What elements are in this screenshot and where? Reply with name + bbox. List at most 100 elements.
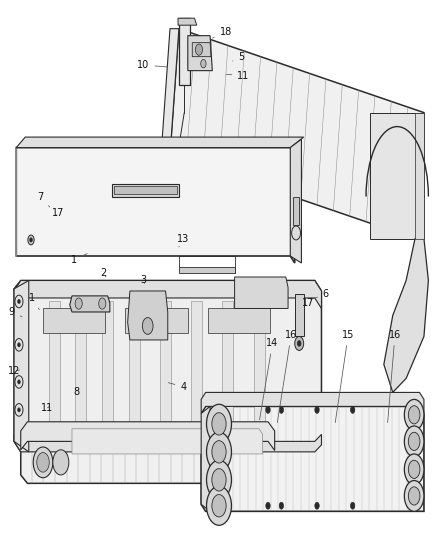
Text: 6: 6 xyxy=(311,289,329,300)
Circle shape xyxy=(18,343,20,347)
Polygon shape xyxy=(235,277,288,309)
Circle shape xyxy=(33,447,53,478)
Text: 4: 4 xyxy=(168,382,187,392)
Polygon shape xyxy=(14,280,29,452)
Circle shape xyxy=(212,495,226,517)
Text: 18: 18 xyxy=(212,27,232,38)
Polygon shape xyxy=(371,112,424,239)
Text: 11: 11 xyxy=(226,70,250,80)
Polygon shape xyxy=(415,112,424,239)
Text: 17: 17 xyxy=(302,298,314,308)
Text: 13: 13 xyxy=(177,233,190,247)
Polygon shape xyxy=(72,429,263,454)
Text: 3: 3 xyxy=(140,276,146,286)
Circle shape xyxy=(37,453,49,472)
Circle shape xyxy=(408,406,420,424)
Circle shape xyxy=(408,461,420,479)
Circle shape xyxy=(404,454,424,484)
Polygon shape xyxy=(293,197,299,224)
Circle shape xyxy=(295,336,304,350)
Polygon shape xyxy=(208,309,270,333)
Text: 16: 16 xyxy=(277,330,297,423)
Polygon shape xyxy=(21,422,275,450)
Circle shape xyxy=(142,318,153,334)
Text: 8: 8 xyxy=(74,387,79,398)
Polygon shape xyxy=(192,43,211,56)
Polygon shape xyxy=(201,406,424,511)
Text: 17: 17 xyxy=(53,208,65,217)
Polygon shape xyxy=(170,29,424,239)
Text: 1: 1 xyxy=(71,254,87,264)
Circle shape xyxy=(266,406,270,414)
Circle shape xyxy=(297,341,301,346)
Text: 11: 11 xyxy=(41,403,53,413)
Polygon shape xyxy=(188,36,212,71)
Polygon shape xyxy=(201,406,210,511)
Circle shape xyxy=(18,300,20,304)
Polygon shape xyxy=(191,302,202,438)
Polygon shape xyxy=(223,302,233,438)
Circle shape xyxy=(28,235,34,245)
Circle shape xyxy=(408,432,420,450)
Polygon shape xyxy=(295,294,304,336)
Circle shape xyxy=(30,238,32,242)
Polygon shape xyxy=(75,302,86,438)
Polygon shape xyxy=(21,441,275,483)
Polygon shape xyxy=(129,302,140,438)
Circle shape xyxy=(75,298,82,309)
Polygon shape xyxy=(254,302,265,438)
Polygon shape xyxy=(178,18,197,25)
Polygon shape xyxy=(43,309,106,333)
Text: 16: 16 xyxy=(388,330,401,423)
Circle shape xyxy=(350,406,355,414)
Circle shape xyxy=(207,432,231,472)
Text: 1: 1 xyxy=(29,293,39,310)
Polygon shape xyxy=(127,291,168,340)
Circle shape xyxy=(207,486,231,526)
Circle shape xyxy=(408,487,420,505)
Polygon shape xyxy=(70,296,110,312)
Polygon shape xyxy=(16,137,304,148)
Polygon shape xyxy=(179,18,190,85)
Circle shape xyxy=(404,426,424,457)
Text: 2: 2 xyxy=(100,269,106,279)
Circle shape xyxy=(350,502,355,509)
Circle shape xyxy=(404,399,424,430)
Circle shape xyxy=(266,502,270,509)
Text: 9: 9 xyxy=(9,307,22,317)
Circle shape xyxy=(279,406,283,414)
Circle shape xyxy=(315,406,319,414)
Circle shape xyxy=(212,441,226,463)
Circle shape xyxy=(207,405,231,443)
Circle shape xyxy=(404,481,424,511)
Circle shape xyxy=(207,461,231,499)
Circle shape xyxy=(195,44,202,55)
Polygon shape xyxy=(49,302,60,438)
Polygon shape xyxy=(114,186,177,195)
Circle shape xyxy=(212,469,226,491)
Circle shape xyxy=(53,450,69,475)
Circle shape xyxy=(279,502,283,509)
Polygon shape xyxy=(160,302,171,438)
Polygon shape xyxy=(14,434,321,452)
Text: 15: 15 xyxy=(335,330,354,423)
Circle shape xyxy=(18,408,20,412)
Polygon shape xyxy=(112,184,179,197)
Polygon shape xyxy=(14,280,321,452)
Polygon shape xyxy=(201,392,424,415)
Circle shape xyxy=(212,413,226,435)
Text: 7: 7 xyxy=(38,191,49,207)
Circle shape xyxy=(201,60,206,68)
Polygon shape xyxy=(16,148,295,263)
Polygon shape xyxy=(161,29,179,155)
Circle shape xyxy=(99,298,106,309)
Polygon shape xyxy=(125,309,188,333)
Polygon shape xyxy=(102,302,113,438)
Text: 5: 5 xyxy=(233,52,244,62)
Circle shape xyxy=(18,380,20,384)
Text: 12: 12 xyxy=(8,366,20,376)
Polygon shape xyxy=(290,139,301,263)
Circle shape xyxy=(315,502,319,509)
Polygon shape xyxy=(384,239,428,392)
Text: 10: 10 xyxy=(137,60,167,70)
